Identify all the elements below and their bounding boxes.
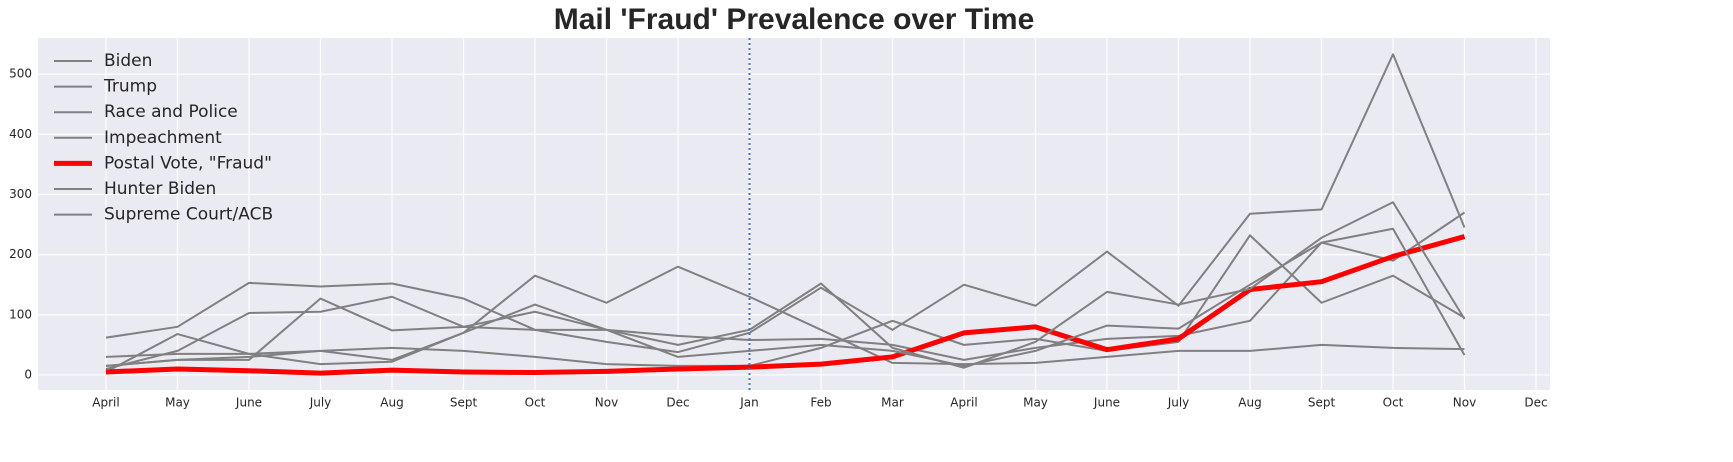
x-tick-label: May — [1023, 396, 1048, 410]
x-tick-label: Dec — [666, 396, 689, 410]
legend-label: Biden — [104, 51, 152, 71]
legend-label: Postal Vote, "Fraud" — [104, 153, 272, 173]
legend-label: Race and Police — [104, 102, 238, 122]
x-tick-label: Aug — [380, 396, 403, 410]
y-tick-label: 0 — [24, 367, 32, 381]
x-tick-label: Aug — [1238, 396, 1261, 410]
legend-label: Supreme Court/ACB — [104, 205, 273, 225]
x-tick-label: April — [950, 396, 977, 410]
y-tick-label: 400 — [9, 127, 32, 141]
x-tick-label: Oct — [1383, 396, 1404, 410]
series-line — [105, 211, 1466, 361]
x-tick-label: Oct — [525, 396, 546, 410]
x-tick-label: May — [165, 396, 190, 410]
y-tick-label: 300 — [9, 187, 32, 201]
series-line — [105, 234, 1466, 376]
x-tick-label: Dec — [1524, 396, 1547, 410]
x-tick-label: Nov — [1453, 396, 1476, 410]
legend-label: Impeachment — [104, 128, 222, 148]
series-line — [105, 234, 1466, 373]
x-tick-label: April — [92, 396, 119, 410]
series-line — [105, 53, 1466, 367]
x-tick-label: June — [235, 396, 262, 410]
x-tick-label: July — [1167, 396, 1190, 410]
y-tick-label: 100 — [9, 307, 32, 321]
legend-label: Hunter Biden — [104, 179, 216, 199]
plot-area — [38, 38, 1550, 390]
x-tick-label: Jan — [739, 396, 759, 410]
x-tick-label: Mar — [881, 396, 904, 410]
y-tick-label: 500 — [9, 67, 32, 81]
x-tick-label: Nov — [595, 396, 618, 410]
legend-label: Trump — [103, 77, 157, 97]
x-tick-label: July — [309, 396, 332, 410]
x-tick-label: Sept — [450, 396, 478, 410]
x-tick-label: Feb — [810, 396, 831, 410]
x-tick-label: June — [1093, 396, 1120, 410]
x-tick-label: Sept — [1308, 396, 1336, 410]
series-line — [105, 265, 1465, 366]
series-line — [105, 227, 1466, 367]
y-tick-label: 200 — [9, 247, 32, 261]
chart-title: Mail 'Fraud' Prevalence over Time — [554, 3, 1035, 36]
